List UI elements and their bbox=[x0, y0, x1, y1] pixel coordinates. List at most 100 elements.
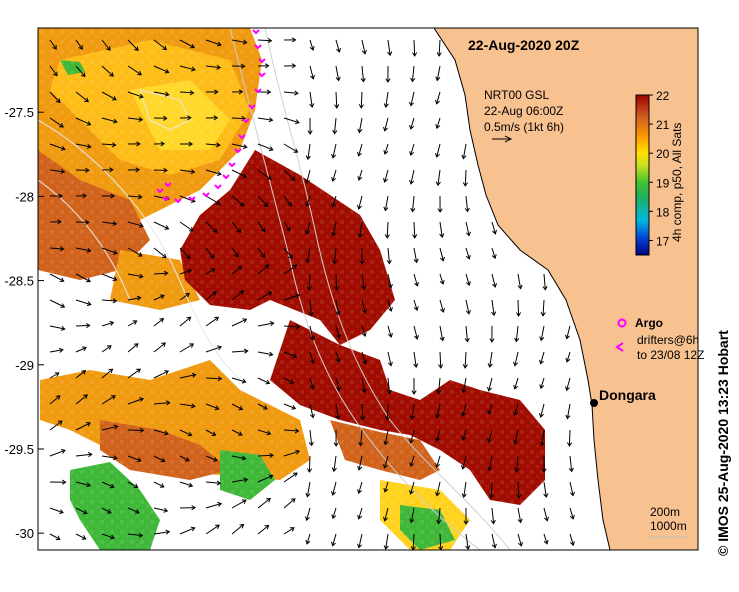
current-arrow bbox=[179, 316, 192, 327]
current-arrow bbox=[257, 452, 275, 459]
current-arrow bbox=[75, 533, 87, 540]
colorbar-label: 4h comp, p50, All Sats bbox=[670, 123, 684, 242]
current-arrow bbox=[283, 117, 300, 125]
drifter-marker bbox=[258, 72, 266, 78]
drifters-label-line2: to 23/08 12Z bbox=[637, 348, 704, 362]
current-arrow bbox=[360, 65, 366, 83]
current-arrow bbox=[542, 273, 548, 291]
current-arrow bbox=[75, 422, 91, 431]
drifter-marker bbox=[228, 162, 236, 168]
current-arrow bbox=[127, 455, 142, 463]
current-arrow bbox=[283, 293, 301, 301]
current-arrow bbox=[179, 221, 194, 232]
current-vectors bbox=[49, 37, 575, 551]
current-arrow bbox=[333, 273, 340, 291]
current-arrow bbox=[49, 507, 64, 514]
current-arrow bbox=[490, 507, 496, 525]
current-arrow bbox=[565, 403, 571, 420]
current-arrow bbox=[487, 403, 493, 415]
current-arrow bbox=[101, 507, 112, 514]
argo-icon bbox=[617, 318, 627, 328]
current-arrow bbox=[335, 377, 341, 392]
argo-label: Argo bbox=[635, 316, 663, 330]
current-arrow bbox=[439, 273, 445, 285]
current-arrow bbox=[491, 299, 497, 317]
y-tick-label: -28.5 bbox=[4, 274, 34, 289]
current-arrow bbox=[179, 455, 190, 462]
current-arrow bbox=[231, 429, 243, 436]
current-arrow bbox=[231, 403, 244, 411]
current-arrow bbox=[513, 429, 519, 445]
current-arrow bbox=[205, 524, 220, 535]
current-arrow bbox=[491, 247, 497, 260]
current-arrow bbox=[283, 247, 293, 260]
current-arrow bbox=[127, 368, 141, 379]
current-arrow bbox=[309, 351, 315, 365]
current-arrow bbox=[127, 427, 145, 433]
current-arrow bbox=[127, 295, 142, 301]
colorbar-tick-label: 22 bbox=[656, 89, 670, 103]
current-arrow bbox=[75, 219, 90, 225]
current-arrow bbox=[75, 273, 91, 283]
current-arrow bbox=[49, 299, 66, 308]
current-arrow bbox=[565, 377, 571, 392]
current-arrow bbox=[101, 39, 111, 51]
current-arrow bbox=[361, 299, 367, 314]
contour-ssh-1 bbox=[38, 119, 241, 381]
current-arrow bbox=[257, 169, 272, 180]
current-arrow bbox=[75, 143, 92, 149]
current-arrow bbox=[305, 169, 311, 184]
current-arrow bbox=[409, 481, 415, 495]
current-arrow bbox=[49, 347, 64, 353]
current-arrow bbox=[569, 533, 575, 547]
current-arrow bbox=[463, 508, 469, 525]
current-arrow bbox=[309, 325, 315, 341]
current-arrow bbox=[411, 39, 418, 57]
current-arrow bbox=[357, 143, 363, 157]
current-arrow bbox=[305, 481, 311, 498]
current-arrow bbox=[435, 169, 441, 187]
current-arrow bbox=[257, 351, 274, 357]
current-arrow bbox=[49, 479, 67, 485]
current-arrow bbox=[409, 507, 415, 524]
current-arrow bbox=[410, 65, 416, 83]
current-arrow bbox=[153, 455, 166, 463]
current-arrow bbox=[335, 65, 341, 82]
current-arrow bbox=[231, 39, 248, 45]
current-arrow bbox=[566, 429, 573, 447]
current-arrow bbox=[179, 403, 196, 409]
current-arrow bbox=[357, 117, 363, 134]
current-arrow bbox=[49, 273, 65, 282]
current-arrow bbox=[231, 318, 248, 327]
current-arrow bbox=[461, 377, 467, 394]
current-arrow bbox=[283, 324, 301, 330]
current-arrow bbox=[309, 91, 315, 109]
current-arrow bbox=[568, 455, 574, 473]
current-arrow bbox=[491, 533, 497, 549]
current-arrow bbox=[49, 143, 66, 151]
current-arrow bbox=[75, 247, 92, 253]
current-arrow bbox=[101, 247, 118, 255]
current-arrow bbox=[413, 273, 419, 287]
current-arrow bbox=[231, 247, 239, 258]
current-arrow bbox=[331, 221, 337, 237]
current-arrow bbox=[437, 195, 443, 213]
current-arrow bbox=[257, 117, 274, 123]
drifter-marker bbox=[214, 184, 222, 190]
current-arrow bbox=[464, 195, 470, 213]
current-arrow bbox=[257, 89, 272, 95]
current-arrow bbox=[462, 169, 469, 187]
current-arrow bbox=[565, 325, 571, 340]
drifter-marker bbox=[202, 192, 210, 198]
current-arrow bbox=[435, 455, 441, 468]
current-arrow bbox=[543, 533, 549, 545]
current-arrow bbox=[387, 299, 393, 312]
drifter-marker bbox=[242, 118, 250, 124]
current-arrow bbox=[75, 394, 88, 405]
current-arrow bbox=[205, 142, 221, 148]
current-arrow bbox=[179, 293, 190, 301]
y-tick-label: -28 bbox=[15, 189, 34, 204]
current-arrow bbox=[179, 169, 196, 175]
current-arrow bbox=[436, 377, 442, 395]
current-arrow bbox=[309, 65, 315, 80]
